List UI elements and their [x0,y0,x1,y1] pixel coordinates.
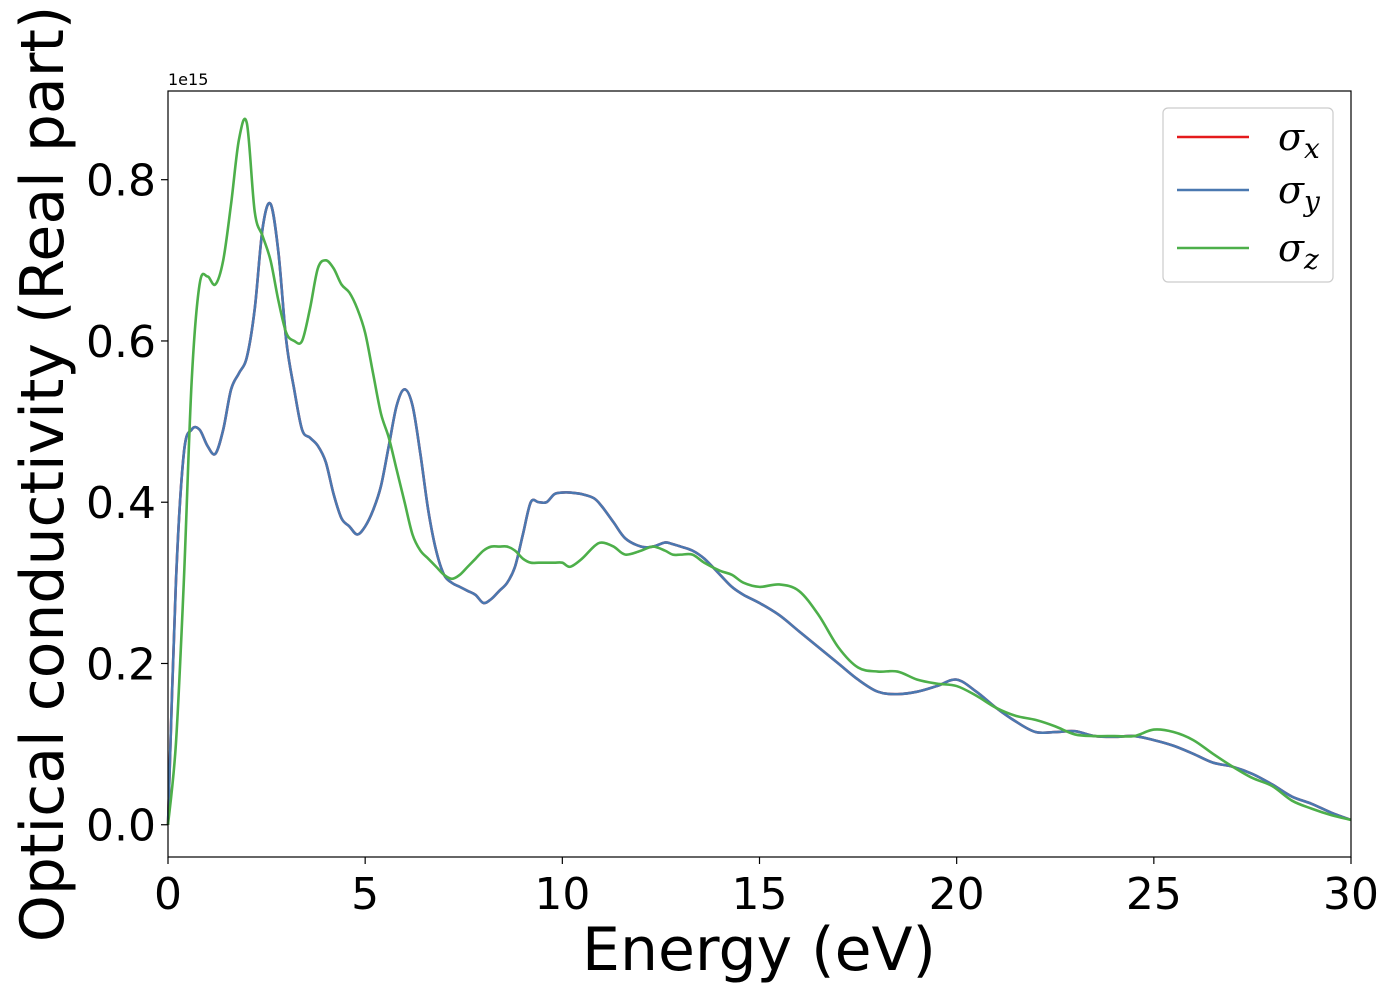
x-tick-label: 15 [732,869,788,920]
y-offset-label: 1e15 [168,70,208,89]
x-tick-label: 10 [534,869,590,920]
x-tick-label: 0 [154,869,182,920]
legend-subscript: z [1303,243,1319,276]
y-tick-label: 0.8 [86,156,156,207]
x-axis-title: Energy (eV) [582,915,936,985]
series-line-z [166,117,1352,825]
y-tick-label: 0.2 [86,639,156,690]
y-axis-title: Optical conductivity (Real part) [8,6,78,943]
legend-symbol: σ [1278,168,1305,212]
y-axis-ticks: 0.0 0.2 0.4 0.6 0.8 [86,156,168,852]
y-tick-label: 0.6 [86,317,156,368]
legend-frame [1162,107,1334,283]
legend-symbol: σ [1278,226,1305,270]
legend-label-x: σx [1278,115,1320,165]
legend-subscript: y [1302,185,1321,218]
legend-label-y: σy [1278,168,1321,218]
series-layer [166,117,1352,825]
legend-label-z: σz [1278,226,1319,276]
y-tick-label: 0.4 [86,478,156,529]
x-axis-ticks: 0 5 10 15 20 25 30 [154,857,1379,920]
x-tick-label: 20 [929,869,985,920]
x-tick-label: 30 [1323,869,1379,920]
legend-symbol: σ [1278,115,1305,159]
y-tick-label: 0.0 [86,801,156,852]
legend-subscript: x [1304,132,1320,165]
series-line-y [166,201,1352,825]
x-tick-label: 25 [1126,869,1182,920]
x-tick-label: 5 [351,869,379,920]
